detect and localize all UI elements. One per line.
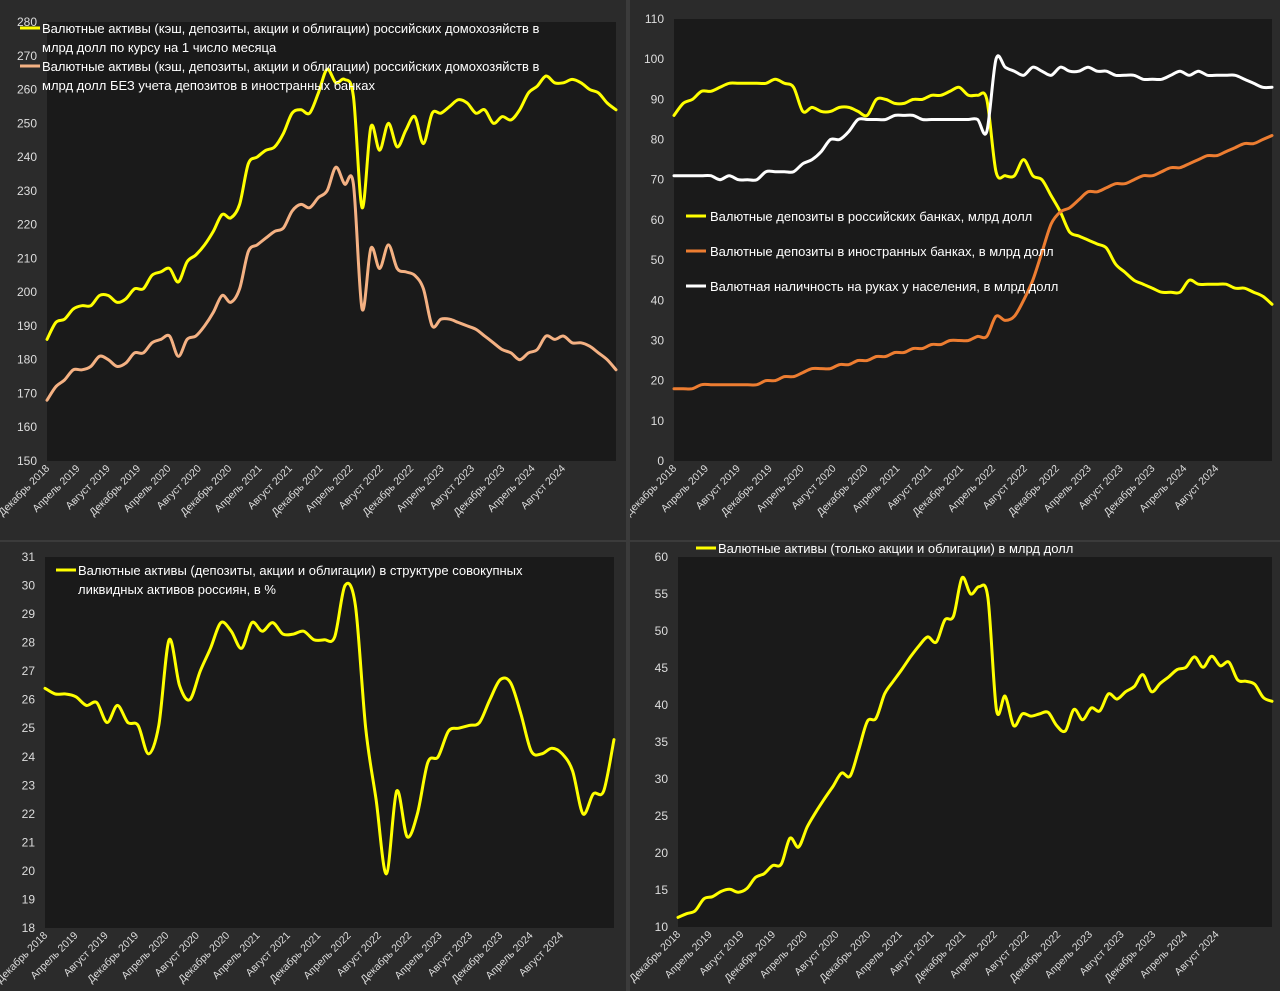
chart-panel-2: 0 10 20 30 40 50 60 70 80 90 100 110 Декабрь 2018 Апр… [630,0,1280,540]
y-tick-label-3-1: 19 [22,892,36,906]
plot-area-3 [45,557,614,928]
y-tick-label-2-2: 20 [651,374,665,388]
y-tick-label-3-8: 26 [22,693,36,707]
legend-label-1-3: Валютные активы (кэш, депозиты, акции и … [42,59,540,74]
legend-label-4-1: Валютные активы (только акции и облигаци… [718,542,1073,556]
series-line-1-1 [45,67,618,341]
y-tick-label-1-10: 250 [17,116,37,130]
y-tick-label-2-9: 90 [651,92,665,106]
chart-panel-1: 150 160 170 180 190 200 210 220 230 240 250 260 270 2… [0,0,626,540]
y-tick-label-2-11: 110 [645,12,664,26]
y-tick-label-3-5: 23 [22,778,36,792]
y-tick-label-3-4: 22 [22,807,36,821]
y-tick-label-3-13: 31 [22,550,36,564]
chart-panel-3: 18 19 20 21 22 23 24 25 26 27 28 29 30 31 Декабрь 2018… [0,542,626,991]
y-tick-label-4-6: 40 [655,698,669,712]
y-tick-label-1-12: 270 [17,49,37,63]
y-tick-label-2-0: 0 [657,454,664,468]
y-tick-label-2-10: 100 [644,52,664,66]
y-tick-label-4-9: 55 [655,587,669,601]
y-tick-label-3-7: 25 [22,721,36,735]
y-tick-label-2-6: 60 [651,213,665,227]
legend-label-1-4: млрд долл БЕЗ учета депозитов в иностран… [42,78,375,93]
series-line-3-1 [43,581,616,876]
legend-label-2-1: Валютные депозиты в российских банках, м… [710,209,1032,224]
y-tick-label-4-10: 60 [655,550,669,564]
y-tick-label-1-3: 180 [17,353,37,367]
y-tick-label-4-7: 45 [655,661,669,675]
y-tick-label-4-8: 50 [655,624,669,638]
y-tick-label-3-0: 18 [22,921,36,935]
plot-area-1 [47,22,616,461]
y-tick-label-2-4: 40 [651,293,665,307]
series-line-1-2 [45,165,618,402]
x-tick-label-1-0: Декабрь 2018 [0,463,52,519]
y-tick-label-1-13: 280 [17,15,37,29]
legend-label-3-2: ликвидных активов россиян, в % [78,582,276,597]
y-tick-label-4-1: 15 [655,883,669,897]
y-tick-label-2-3: 30 [651,333,665,347]
legend-label-2-2: Валютные депозиты в иностранных банках, … [710,244,1054,259]
y-tick-label-1-7: 220 [17,218,37,232]
y-tick-label-2-7: 70 [651,173,665,187]
legend-label-1-2: млрд долл по курсу на 1 число месяца [42,40,277,55]
y-tick-label-1-4: 190 [17,319,37,333]
series-line-2-2 [672,134,1274,391]
y-tick-label-1-2: 170 [17,386,37,400]
y-tick-label-3-6: 24 [22,750,36,764]
legend-label-3-1: Валютные активы (депозиты, акции и облиг… [78,563,523,578]
y-tick-label-2-8: 80 [651,133,665,147]
y-tick-label-3-11: 29 [22,607,36,621]
y-tick-label-1-0: 150 [17,454,37,468]
y-tick-label-2-5: 50 [651,253,665,267]
y-tick-label-3-12: 30 [22,579,36,593]
series-line-4-1 [676,575,1274,919]
y-tick-label-2-1: 10 [651,414,665,428]
y-tick-label-1-5: 200 [17,285,37,299]
y-tick-label-1-11: 260 [17,83,37,97]
y-tick-label-4-0: 10 [655,920,669,934]
y-tick-label-1-1: 160 [17,420,37,434]
plot-area-2 [674,19,1272,461]
y-tick-label-4-5: 35 [655,735,669,749]
y-tick-label-1-8: 230 [17,184,37,198]
y-tick-label-4-2: 20 [655,846,669,860]
y-tick-label-4-4: 30 [655,772,669,786]
y-tick-label-3-10: 28 [22,636,36,650]
series-line-2-1 [672,77,1274,306]
legend-label-1-1: Валютные активы (кэш, депозиты, акции и … [42,21,540,36]
y-tick-label-1-9: 240 [17,150,37,164]
chart-panel-4: 10 15 20 25 30 35 40 45 50 55 60 Декабрь 2018 Апрель… [630,542,1280,991]
series-line-2-3 [672,54,1274,182]
y-tick-label-3-3: 21 [22,835,36,849]
y-tick-label-3-2: 20 [22,864,36,878]
legend-label-2-3: Валютная наличность на руках у населения… [710,279,1058,294]
y-tick-label-3-9: 27 [22,664,36,678]
y-tick-label-1-6: 210 [17,251,37,265]
chart-svg-1: 150 160 170 180 190 200 210 220 230 240 250 260 270 2… [0,15,618,519]
y-tick-label-4-3: 25 [655,809,669,823]
